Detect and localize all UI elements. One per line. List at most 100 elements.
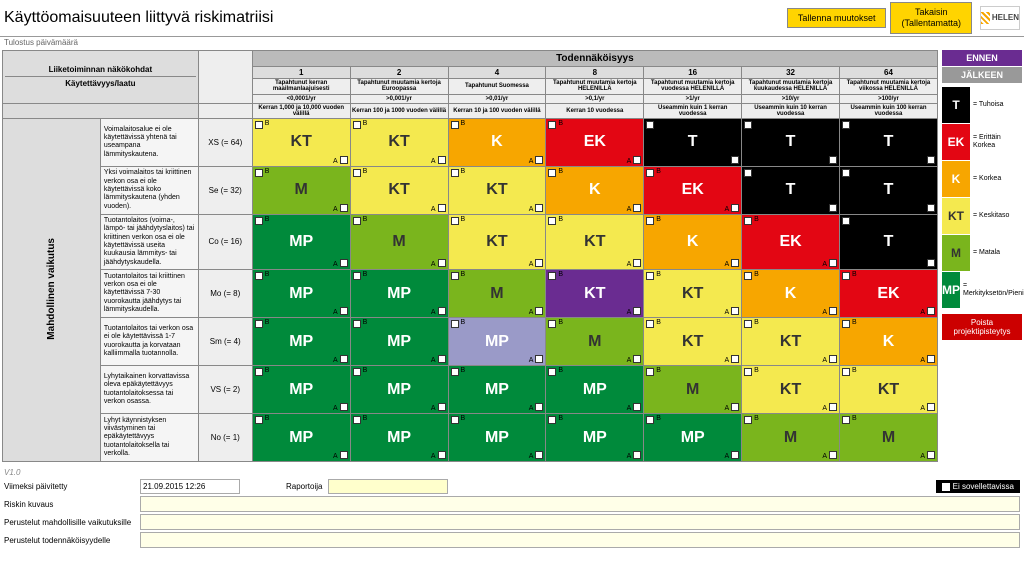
risk-cell[interactable]: B MP A xyxy=(546,414,644,462)
checkbox-a[interactable] xyxy=(535,307,543,315)
risk-cell[interactable]: B EK A xyxy=(840,270,938,318)
checkbox-b[interactable] xyxy=(255,217,263,225)
checkbox-b[interactable] xyxy=(646,416,654,424)
checkbox-b[interactable] xyxy=(842,217,850,225)
checkbox-b[interactable] xyxy=(548,416,556,424)
checkbox-a[interactable] xyxy=(731,259,739,267)
risk-cell[interactable]: B MP A xyxy=(448,414,546,462)
risk-cell[interactable]: B KT A xyxy=(252,118,350,166)
checkbox-b[interactable] xyxy=(353,217,361,225)
checkbox-a[interactable] xyxy=(438,156,446,164)
checkbox-a[interactable] xyxy=(927,204,935,212)
checkbox-b[interactable] xyxy=(451,121,459,129)
checkbox-a[interactable] xyxy=(927,403,935,411)
checkbox-b[interactable] xyxy=(744,217,752,225)
checkbox-b[interactable] xyxy=(646,121,654,129)
save-button[interactable]: Tallenna muutokset xyxy=(787,8,887,28)
checkbox-a[interactable] xyxy=(731,307,739,315)
risk-cell[interactable]: B MP A xyxy=(448,366,546,414)
checkbox-b[interactable] xyxy=(451,416,459,424)
risk-cell[interactable]: B M A xyxy=(546,318,644,366)
checkbox-a[interactable] xyxy=(829,156,837,164)
checkbox-b[interactable] xyxy=(744,169,752,177)
checkbox-b[interactable] xyxy=(548,368,556,376)
risk-cell[interactable]: B MP A xyxy=(350,318,448,366)
checkbox-a[interactable] xyxy=(438,204,446,212)
risk-cell[interactable]: B KT A xyxy=(644,318,742,366)
checkbox-b[interactable] xyxy=(548,169,556,177)
checkbox-a[interactable] xyxy=(340,204,348,212)
risk-cell[interactable]: B MP A xyxy=(448,318,546,366)
checkbox-a[interactable] xyxy=(829,355,837,363)
checkbox-a[interactable] xyxy=(829,451,837,459)
checkbox-a[interactable] xyxy=(535,451,543,459)
checkbox-a[interactable] xyxy=(340,259,348,267)
last-updated-input[interactable] xyxy=(140,479,240,494)
risk-cell[interactable]: B KT A xyxy=(448,166,546,214)
risk-cell[interactable]: B M A xyxy=(840,414,938,462)
checkbox-b[interactable] xyxy=(548,272,556,280)
risk-cell[interactable]: B MP A xyxy=(252,318,350,366)
risk-cell[interactable]: B KT A xyxy=(546,214,644,269)
risk-cell[interactable]: B K A xyxy=(644,214,742,269)
reporter-input[interactable] xyxy=(328,479,448,494)
risk-cell[interactable]: B MP A xyxy=(252,270,350,318)
checkbox-a[interactable] xyxy=(438,451,446,459)
checkbox-a[interactable] xyxy=(340,355,348,363)
ennen-button[interactable]: ENNEN xyxy=(942,50,1022,66)
checkbox-a[interactable] xyxy=(633,156,641,164)
jalkeen-button[interactable]: JÄLKEEN xyxy=(942,67,1022,83)
checkbox-b[interactable] xyxy=(451,169,459,177)
checkbox-a[interactable] xyxy=(633,307,641,315)
checkbox-a[interactable] xyxy=(535,204,543,212)
risk-cell[interactable]: B MP A xyxy=(546,366,644,414)
risk-cell[interactable]: B KT A xyxy=(350,166,448,214)
checkbox-b[interactable] xyxy=(548,217,556,225)
checkbox-a[interactable] xyxy=(927,355,935,363)
checkbox-a[interactable] xyxy=(340,307,348,315)
checkbox-a[interactable] xyxy=(535,355,543,363)
risk-cell[interactable]: B EK A xyxy=(644,166,742,214)
checkbox-a[interactable] xyxy=(633,355,641,363)
risk-cell[interactable]: B T A xyxy=(840,118,938,166)
checkbox-a[interactable] xyxy=(731,204,739,212)
checkbox-a[interactable] xyxy=(829,259,837,267)
checkbox-a[interactable] xyxy=(829,307,837,315)
risk-cell[interactable]: B MP A xyxy=(350,270,448,318)
checkbox-a[interactable] xyxy=(633,451,641,459)
checkbox-b[interactable] xyxy=(255,416,263,424)
risk-desc-input[interactable] xyxy=(140,496,1020,512)
checkbox-a[interactable] xyxy=(438,403,446,411)
checkbox-b[interactable] xyxy=(646,217,654,225)
checkbox-b[interactable] xyxy=(255,169,263,177)
delete-button[interactable]: Poista projektipisteytys xyxy=(942,314,1022,340)
checkbox-a[interactable] xyxy=(633,403,641,411)
checkbox-a[interactable] xyxy=(731,451,739,459)
checkbox-b[interactable] xyxy=(353,272,361,280)
risk-cell[interactable]: B T A xyxy=(840,166,938,214)
checkbox-b[interactable] xyxy=(646,368,654,376)
risk-cell[interactable]: B K A xyxy=(546,166,644,214)
checkbox-b[interactable] xyxy=(842,272,850,280)
checkbox-a[interactable] xyxy=(927,156,935,164)
checkbox-b[interactable] xyxy=(451,368,459,376)
checkbox-b[interactable] xyxy=(255,272,263,280)
checkbox-b[interactable] xyxy=(744,416,752,424)
checkbox-a[interactable] xyxy=(731,403,739,411)
risk-cell[interactable]: B KT A xyxy=(742,318,840,366)
risk-cell[interactable]: B KT A xyxy=(840,366,938,414)
checkbox-b[interactable] xyxy=(744,272,752,280)
risk-cell[interactable]: B MP A xyxy=(350,414,448,462)
checkbox-b[interactable] xyxy=(646,169,654,177)
checkbox-a[interactable] xyxy=(535,259,543,267)
checkbox-b[interactable] xyxy=(548,320,556,328)
checkbox-a[interactable] xyxy=(340,451,348,459)
checkbox-b[interactable] xyxy=(451,272,459,280)
checkbox-a[interactable] xyxy=(438,307,446,315)
risk-cell[interactable]: B T A xyxy=(742,166,840,214)
checkbox-a[interactable] xyxy=(633,204,641,212)
risk-cell[interactable]: B EK A xyxy=(546,118,644,166)
risk-cell[interactable]: B M A xyxy=(742,414,840,462)
checkbox-b[interactable] xyxy=(353,121,361,129)
checkbox-a[interactable] xyxy=(438,259,446,267)
